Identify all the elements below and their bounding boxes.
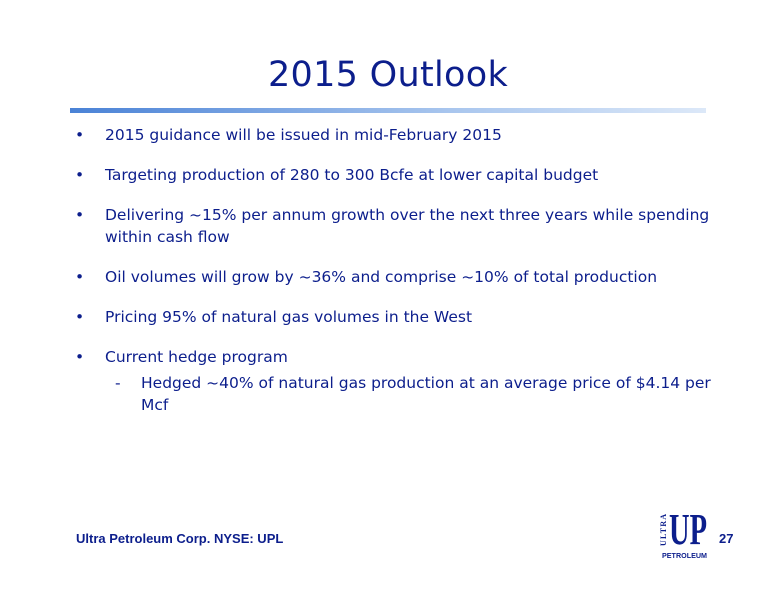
- logo-petroleum-text: PETROLEUM: [662, 553, 707, 560]
- bullet-dot: •: [75, 126, 85, 144]
- bullet-text: Current hedge program: [105, 348, 288, 366]
- slide-title: 2015 Outlook: [267, 55, 509, 95]
- bullet-item: • Delivering ~15% per annum growth over …: [75, 204, 715, 248]
- bullet-text: Pricing 95% of natural gas volumes in th…: [105, 308, 473, 326]
- bullet-text: Targeting production of 280 to 300 Bcfe …: [105, 166, 599, 184]
- logo-up-letters: UP: [669, 505, 707, 554]
- bullet-text: Oil volumes will grow by ~36% and compri…: [105, 268, 658, 286]
- bullet-text: 2015 guidance will be issued in mid-Febr…: [105, 126, 502, 144]
- bullet-dot: •: [75, 206, 85, 224]
- sub-bullet-dash: -: [115, 374, 121, 392]
- title-divider: [70, 108, 706, 113]
- logo-mark: ULTRA UP PETROLEUM: [660, 505, 707, 560]
- ultra-petroleum-logo: ULTRA UP PETROLEUM: [660, 505, 707, 560]
- bullet-dot: •: [75, 268, 85, 286]
- bullet-item: • Pricing 95% of natural gas volumes in …: [75, 306, 715, 328]
- bullet-item: • Current hedge program: [75, 346, 715, 368]
- logo-ultra-text: ULTRA: [660, 513, 668, 546]
- bullet-item: • Targeting production of 280 to 300 Bcf…: [75, 164, 715, 186]
- bullet-dot: •: [75, 308, 85, 326]
- sub-bullet-text: Hedged ~40% of natural gas production at…: [141, 374, 711, 414]
- bullet-item: • 2015 guidance will be issued in mid-Fe…: [75, 124, 715, 146]
- footer-company: Ultra Petroleum Corp. NYSE: UPL: [76, 531, 284, 546]
- page-number: 27: [719, 531, 734, 546]
- bullet-item: • Oil volumes will grow by ~36% and comp…: [75, 266, 715, 288]
- bullet-dot: •: [75, 348, 85, 366]
- bullet-list: • 2015 guidance will be issued in mid-Fe…: [75, 124, 715, 416]
- bullet-dot: •: [75, 166, 85, 184]
- sub-bullet-item: - Hedged ~40% of natural gas production …: [75, 372, 715, 416]
- bullet-text: Delivering ~15% per annum growth over th…: [105, 206, 710, 246]
